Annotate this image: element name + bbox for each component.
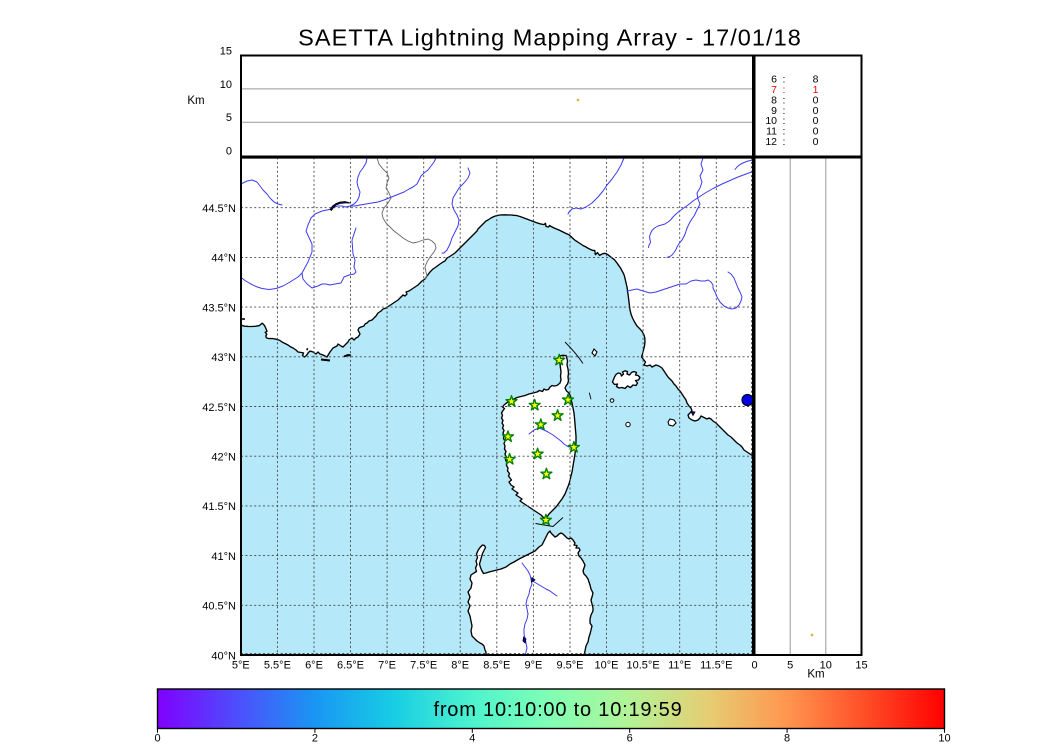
- svg-text:42.5°N: 42.5°N: [202, 402, 236, 414]
- svg-text:SAETTA Lightning Mapping Array: SAETTA Lightning Mapping Array - 17/01/1…: [298, 25, 802, 51]
- svg-text:0: 0: [813, 94, 819, 106]
- svg-text:10: 10: [220, 79, 232, 91]
- svg-text:42°N: 42°N: [211, 452, 236, 464]
- svg-text:from 10:10:00 to 10:19:59: from 10:10:00 to 10:19:59: [433, 699, 682, 721]
- svg-text:9: 9: [771, 105, 777, 117]
- svg-text:8: 8: [813, 74, 819, 86]
- svg-text:4: 4: [469, 733, 475, 745]
- svg-text:43.5°N: 43.5°N: [202, 302, 236, 314]
- svg-text:10: 10: [938, 733, 950, 745]
- svg-text:7.5°E: 7.5°E: [410, 659, 437, 671]
- svg-text:12: 12: [765, 136, 777, 148]
- svg-text:0: 0: [813, 115, 819, 127]
- svg-text:5: 5: [226, 112, 232, 124]
- svg-text:43°N: 43°N: [211, 352, 236, 364]
- svg-text:6°E: 6°E: [305, 659, 323, 671]
- svg-text::: :: [783, 94, 786, 106]
- svg-text:0: 0: [154, 733, 160, 745]
- svg-text:15: 15: [855, 659, 867, 671]
- svg-text:0: 0: [813, 105, 819, 117]
- svg-text:15: 15: [220, 46, 232, 58]
- svg-text:40°N: 40°N: [211, 650, 236, 662]
- svg-text:5°E: 5°E: [232, 659, 250, 671]
- svg-text:11.5°E: 11.5°E: [700, 659, 732, 671]
- svg-text:8: 8: [771, 94, 777, 106]
- svg-text:7: 7: [771, 84, 777, 96]
- svg-text:0: 0: [813, 126, 819, 138]
- svg-text:6.5°E: 6.5°E: [337, 659, 364, 671]
- svg-text::: :: [783, 126, 786, 138]
- svg-text:8°E: 8°E: [451, 659, 469, 671]
- svg-text:9.5°E: 9.5°E: [556, 659, 583, 671]
- svg-text:10°E: 10°E: [595, 659, 619, 671]
- svg-text:6: 6: [627, 733, 633, 745]
- svg-text:9°E: 9°E: [524, 659, 542, 671]
- svg-text:10: 10: [820, 659, 832, 671]
- svg-text:Km: Km: [807, 669, 824, 681]
- svg-text::: :: [783, 74, 786, 86]
- svg-text:11: 11: [766, 126, 777, 138]
- svg-text:5.5°E: 5.5°E: [264, 659, 291, 671]
- svg-text:6: 6: [771, 74, 777, 86]
- svg-text::: :: [783, 115, 786, 127]
- svg-text:44°N: 44°N: [211, 253, 236, 265]
- svg-text:10: 10: [765, 115, 777, 127]
- svg-text:40.5°N: 40.5°N: [202, 601, 236, 613]
- svg-text:1: 1: [813, 84, 819, 96]
- svg-text:0: 0: [813, 136, 819, 148]
- svg-text:2: 2: [312, 733, 318, 745]
- svg-text:8.5°E: 8.5°E: [483, 659, 510, 671]
- svg-text:44.5°N: 44.5°N: [202, 203, 236, 215]
- svg-text:Km: Km: [187, 95, 204, 107]
- svg-text:0: 0: [751, 659, 757, 671]
- svg-text:5: 5: [787, 659, 793, 671]
- svg-text:7°E: 7°E: [378, 659, 396, 671]
- svg-text:41°N: 41°N: [211, 551, 236, 563]
- svg-text:41.5°N: 41.5°N: [202, 501, 236, 513]
- svg-text:8: 8: [784, 733, 790, 745]
- svg-text:10.5°E: 10.5°E: [627, 659, 660, 671]
- svg-text:0: 0: [226, 146, 232, 158]
- svg-text::: :: [783, 84, 786, 96]
- svg-text::: :: [783, 136, 786, 148]
- svg-text::: :: [783, 105, 786, 117]
- svg-text:11°E: 11°E: [668, 659, 691, 671]
